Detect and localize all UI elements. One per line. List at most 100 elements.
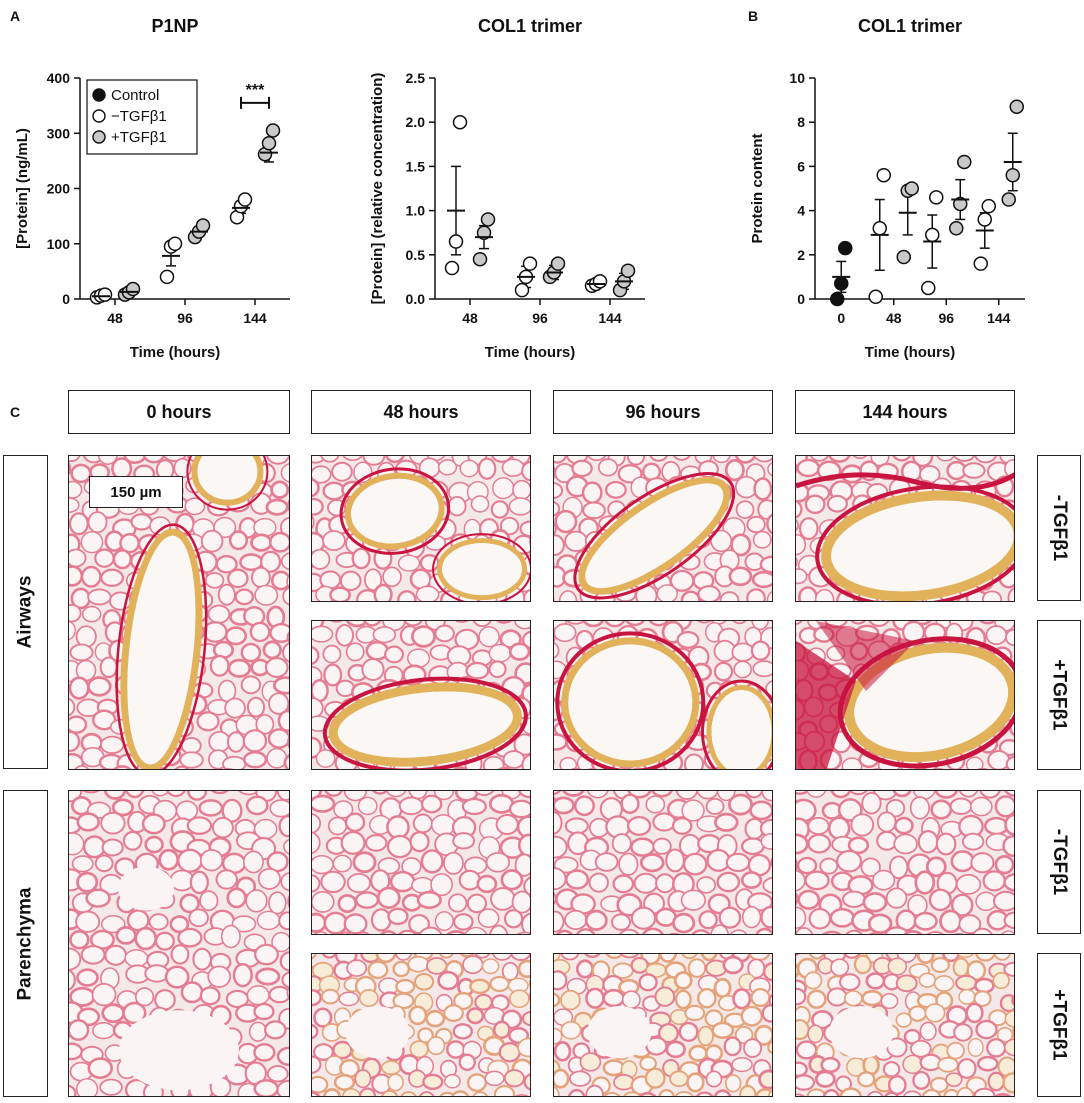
alveolus — [490, 887, 516, 911]
alveolus — [319, 570, 342, 590]
alveolus — [332, 1040, 353, 1060]
data-point — [973, 256, 988, 271]
alveolus — [682, 852, 708, 876]
alveolus — [985, 625, 1008, 646]
alveolus — [376, 886, 401, 909]
alveolus — [638, 1091, 657, 1096]
alveolus — [751, 570, 772, 589]
alveolus — [554, 482, 564, 500]
alveolus — [397, 554, 421, 572]
alveolus — [174, 765, 189, 769]
data-point — [896, 249, 911, 265]
condition-label-plus-airways: +TGFβ1 — [1037, 620, 1081, 770]
alveolus — [725, 852, 751, 873]
alveolus — [886, 1037, 908, 1058]
data-point — [925, 227, 940, 243]
alveolus — [620, 793, 640, 814]
alveolus — [490, 500, 510, 519]
micrograph-airways-48h-minus — [311, 455, 531, 602]
alveolus — [177, 927, 203, 948]
legend-entry: +TGFβ1 — [111, 129, 167, 146]
alveolus — [687, 958, 707, 978]
alveolus — [519, 520, 530, 538]
alveolus — [861, 989, 884, 1007]
fibrotic-region — [816, 621, 916, 691]
alveolus — [658, 1089, 675, 1096]
open-space — [119, 1010, 239, 1091]
alveolus — [224, 626, 248, 646]
alveolus — [958, 988, 976, 1005]
alveolus — [562, 791, 585, 797]
alveolus — [970, 852, 995, 874]
alveolus — [796, 856, 818, 875]
alveolus — [946, 1041, 965, 1060]
alveolus — [320, 988, 340, 1005]
alveolus — [796, 1074, 816, 1091]
alveolus — [826, 494, 848, 513]
alveolus — [265, 498, 289, 516]
alveolus — [248, 1021, 268, 1042]
alveolus — [712, 456, 731, 464]
alveolus — [993, 954, 1011, 961]
alveolus — [312, 465, 332, 484]
alveolus — [713, 977, 732, 999]
alveolus — [876, 830, 898, 851]
alveolus — [857, 1071, 876, 1088]
alveolus — [560, 989, 581, 1011]
alveolus — [705, 1070, 723, 1088]
y-tick-label: 8 — [797, 114, 805, 130]
alveolus — [312, 831, 321, 855]
alveolus — [619, 928, 640, 934]
data-point — [834, 276, 849, 291]
alveolus — [560, 954, 580, 961]
alveolus — [221, 798, 243, 823]
alveolus — [796, 621, 803, 625]
alveolus — [847, 836, 870, 855]
airway — [339, 467, 451, 555]
alveolus — [101, 838, 124, 857]
alveolus — [122, 830, 143, 851]
alveolus — [739, 1084, 757, 1096]
airway — [322, 676, 528, 769]
alveolus — [100, 568, 125, 587]
alveolus — [909, 796, 930, 820]
alveolus — [169, 915, 190, 934]
alveolus — [76, 1078, 99, 1096]
alveolus — [841, 757, 863, 769]
alveolus — [489, 924, 509, 934]
alveolus — [151, 791, 170, 797]
micrograph-image — [312, 456, 530, 601]
alveolus — [501, 458, 525, 477]
y-tick-label: 2.0 — [406, 114, 426, 130]
alveolus — [967, 1037, 984, 1057]
alveolus — [268, 985, 289, 1004]
alveolus — [669, 1070, 689, 1088]
alveolus — [716, 871, 741, 893]
alveolus — [492, 954, 513, 961]
alveolus — [312, 548, 331, 570]
alveolus — [979, 791, 1001, 799]
alveolus — [828, 456, 851, 463]
alveolus — [364, 834, 388, 852]
alveolus — [512, 479, 530, 501]
header-0-hours: 0 hours — [68, 390, 290, 434]
y-tick-label: 0.5 — [406, 247, 426, 263]
data-point — [514, 282, 530, 298]
alveolus — [838, 973, 861, 992]
collagen-ring — [432, 533, 530, 601]
alveolus — [312, 1075, 329, 1094]
alveolus — [983, 816, 1009, 836]
alveolus — [796, 1061, 808, 1078]
alveolus — [521, 1010, 530, 1027]
alveolus — [588, 872, 609, 893]
alveolus — [638, 973, 658, 992]
alveolus — [565, 869, 590, 890]
alveolus — [644, 1067, 666, 1089]
alveolus — [970, 796, 993, 817]
alveolus — [234, 588, 255, 606]
alveolus — [76, 871, 99, 893]
alveolus — [453, 766, 468, 769]
alveolus — [397, 929, 418, 934]
alveolus — [179, 893, 200, 914]
alveolus — [320, 870, 346, 894]
